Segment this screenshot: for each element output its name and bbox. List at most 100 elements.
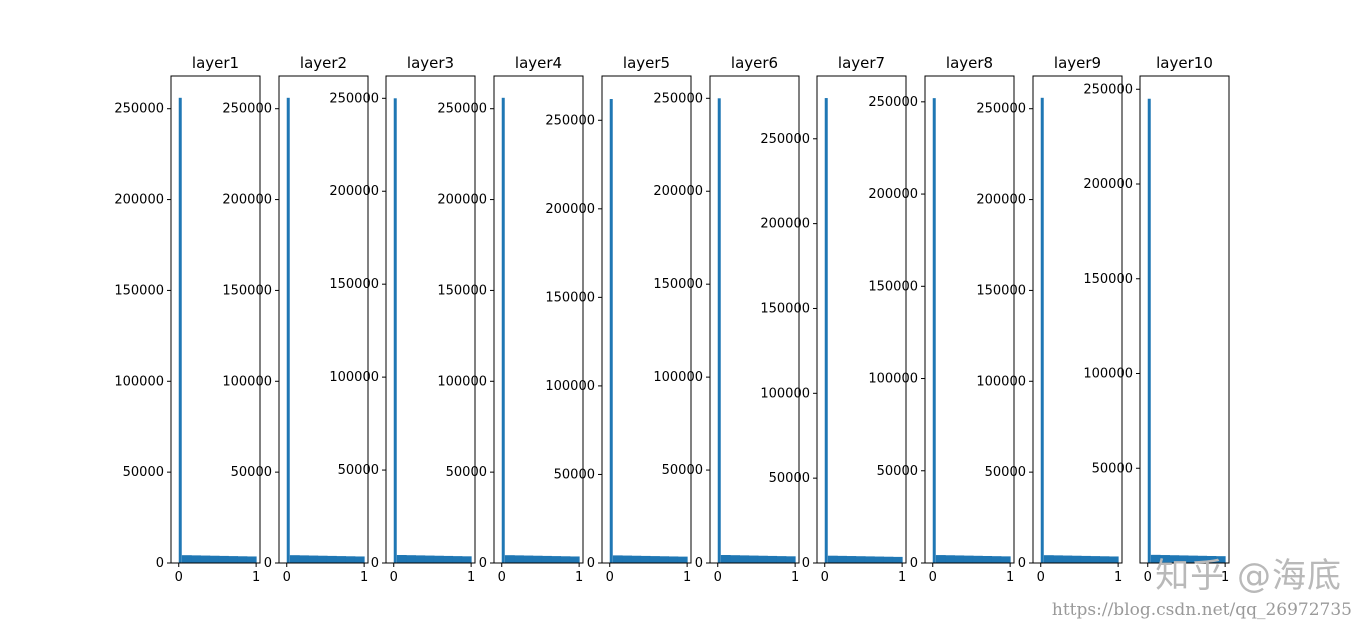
tail-bar: [935, 555, 946, 563]
tail-bar: [1053, 555, 1063, 563]
xtick-label: 0: [714, 570, 722, 585]
tail-bar: [514, 555, 524, 563]
tail-bar: [200, 555, 211, 563]
plot-frame: [1139, 75, 1230, 564]
ytick-label: 150000: [329, 277, 379, 292]
plot-frame: [1032, 75, 1123, 564]
ytick-label: 150000: [760, 301, 810, 316]
tail-bar: [883, 556, 894, 563]
tail-bar: [874, 556, 885, 563]
watermark-brand: 知乎 @海底: [1155, 556, 1342, 596]
ytick-label: 0: [802, 556, 810, 571]
ytick-label: 250000: [545, 113, 595, 128]
ytick-label: 250000: [1083, 82, 1133, 97]
plot-frame: [709, 75, 800, 564]
tail-bar: [237, 556, 248, 563]
ytick-label: 100000: [976, 374, 1026, 389]
plot-frame: [385, 75, 476, 564]
xtick-label: 0: [606, 570, 614, 585]
ytick-label: 0: [371, 556, 379, 571]
tail-bar: [246, 556, 257, 563]
xtick-label: 0: [175, 570, 183, 585]
panel-title: layer7: [838, 54, 885, 72]
ytick-label: 0: [156, 556, 164, 571]
ytick-label: 250000: [114, 102, 164, 117]
xtick-label: 0: [929, 570, 937, 585]
ytick-label: 200000: [1083, 177, 1133, 192]
ytick-label: 200000: [437, 193, 487, 208]
tail-bar: [461, 556, 472, 563]
ytick-label: 100000: [222, 374, 272, 389]
ytick-label: 100000: [114, 374, 164, 389]
ytick-label: 0: [264, 556, 272, 571]
panel-title: layer2: [300, 54, 347, 72]
tail-bar: [649, 556, 660, 563]
ytick-label: 200000: [653, 184, 703, 199]
tail-bar: [569, 556, 580, 563]
tail-bar: [354, 556, 365, 563]
tail-bar: [1178, 555, 1189, 563]
tail-bar: [668, 556, 679, 563]
tail-bar: [1108, 556, 1119, 563]
xtick-label: 1: [252, 570, 260, 585]
tail-bar: [1080, 555, 1091, 563]
xtick-label: 0: [1144, 570, 1152, 585]
tail-bar: [757, 555, 768, 563]
tail-bar: [181, 555, 192, 563]
ytick-label: 50000: [554, 467, 595, 482]
xtick-label: 0: [283, 570, 291, 585]
tail-bar: [739, 555, 750, 563]
tail-bar: [299, 555, 309, 563]
ytick-label: 50000: [985, 465, 1026, 480]
tail-bar: [720, 555, 731, 563]
tail-bar: [1150, 554, 1161, 563]
tail-bar: [659, 556, 670, 563]
tail-bar: [892, 556, 903, 563]
tail-bar: [855, 556, 866, 563]
tail-bar: [1160, 555, 1170, 563]
ytick-label: 50000: [231, 465, 272, 480]
tail-bar: [326, 555, 337, 563]
spike-bar: [609, 99, 613, 563]
tail-bar: [945, 555, 955, 563]
ytick-label: 200000: [868, 187, 918, 202]
ytick-label: 50000: [877, 464, 918, 479]
tail-bar: [640, 555, 651, 563]
watermark-url: https://blog.csdn.net/qq_26972735: [1051, 600, 1352, 620]
tail-bar: [776, 556, 787, 563]
tail-bar: [452, 556, 463, 563]
tail-bar: [1090, 556, 1101, 563]
ytick-label: 200000: [976, 193, 1026, 208]
tail-bar: [551, 556, 562, 563]
plot-frame: [278, 75, 369, 564]
ytick-label: 250000: [329, 91, 379, 106]
panel-title: layer10: [1156, 54, 1213, 72]
xtick-label: 1: [898, 570, 906, 585]
tail-bar: [317, 555, 328, 563]
tail-bar: [1062, 555, 1073, 563]
ytick-label: 250000: [437, 102, 487, 117]
tail-bar: [1000, 556, 1011, 563]
tail-bar: [1215, 556, 1226, 563]
tail-bar: [532, 555, 543, 563]
xtick-label: 0: [390, 570, 398, 585]
ytick-label: 100000: [653, 370, 703, 385]
ytick-label: 50000: [769, 471, 810, 486]
xtick-label: 1: [791, 570, 799, 585]
ytick-label: 150000: [976, 283, 1026, 298]
xtick-label: 1: [683, 570, 691, 585]
tail-bar: [560, 556, 571, 563]
plot-frame: [601, 75, 692, 564]
spike-bar: [393, 98, 397, 563]
spike-bar: [824, 98, 828, 563]
tail-bar: [209, 555, 220, 563]
panel-layer1: 0 50000 100000 150000 200000 250000 0 1 layer1: [114, 54, 261, 585]
xtick-label: 0: [498, 570, 506, 585]
